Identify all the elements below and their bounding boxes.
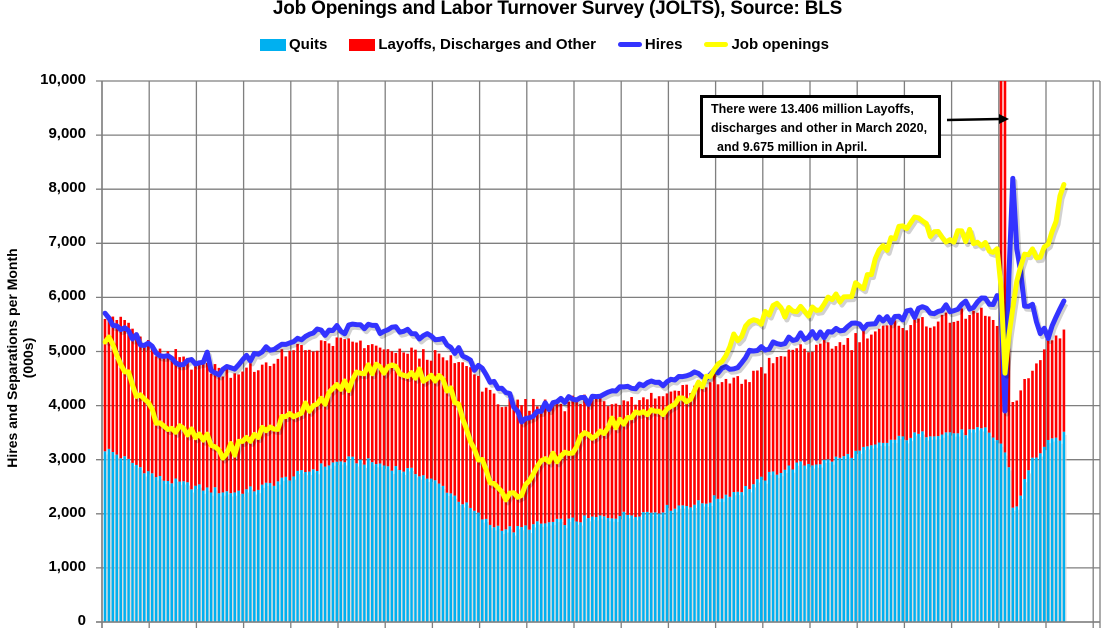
y-tick-label: 1,000 [48, 557, 86, 575]
legend-label-quits: Quits [289, 36, 328, 53]
quits-swatch-icon [260, 38, 286, 51]
annotation-box: There were 13.406 million Layoffs, disch… [700, 95, 941, 158]
annotation-line-1: There were 13.406 million Layoffs, [711, 102, 914, 116]
legend-item-openings: Job openings [704, 36, 829, 53]
hires-line-swatch-icon [617, 42, 642, 47]
legend-label-hires: Hires [644, 36, 683, 53]
y-tick-label: 9,000 [48, 125, 86, 143]
openings-line-swatch-icon [704, 42, 729, 47]
chart-title: Job Openings and Labor Turnover Survey (… [272, 0, 843, 19]
y-tick-label: 5,000 [48, 341, 86, 359]
job-openings-line [102, 182, 1067, 503]
annotation-line-3: and 9.675 million in April. [717, 140, 868, 154]
legend-label-openings: Job openings [731, 36, 829, 53]
y-tick-label: 10,000 [40, 71, 86, 88]
arrow-head-icon [999, 114, 1009, 124]
y-tick-label: 2,000 [48, 503, 86, 521]
chart-legend: Quits Layoffs, Discharges and Other Hire… [260, 36, 851, 53]
legend-item-layoffs: Layoffs, Discharges and Other [349, 36, 596, 53]
y-tick-label: 6,000 [48, 287, 86, 305]
hires-line [102, 175, 1067, 425]
bars [103, 81, 1067, 622]
annotation-arrow [946, 117, 1001, 122]
y-tick-label: 4,000 [48, 395, 86, 413]
legend-label-layoffs: Layoffs, Discharges and Other [378, 36, 596, 53]
y-tick-label: 3,000 [48, 449, 86, 467]
annotation-line-2: discharges and other in March 2020, [711, 121, 928, 135]
legend-item-quits: Quits [260, 36, 327, 53]
y-tick-label: 8,000 [48, 179, 86, 197]
y-tick-label: 0 [77, 612, 86, 629]
y-tick-label: 7,000 [48, 233, 86, 251]
layoffs-swatch-icon [349, 38, 376, 51]
legend-item-hires: Hires [617, 36, 683, 53]
